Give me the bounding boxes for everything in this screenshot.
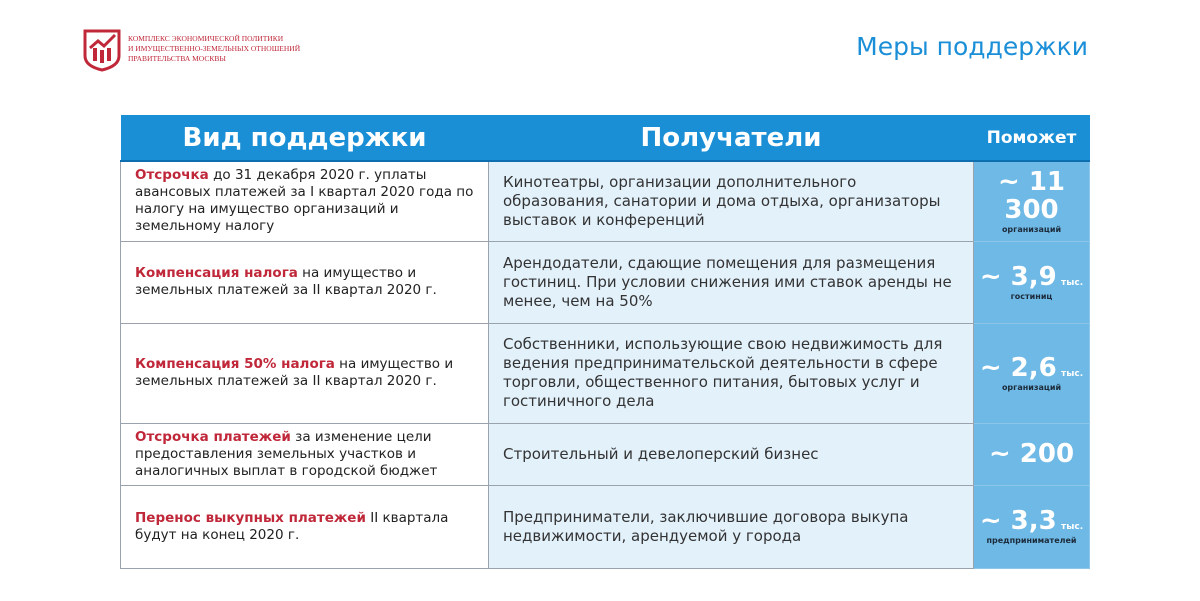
support-type-cell: Перенос выкупных платежей II квартала бу… <box>120 484 489 569</box>
impact-unit: тыс. <box>1061 522 1084 532</box>
impact-subject: организаций <box>1001 382 1062 392</box>
impact-unit: тыс. <box>1061 368 1084 379</box>
measure-highlight: Компенсация 50% налога <box>135 356 335 372</box>
impact-subject: предпринимателей <box>986 536 1077 545</box>
impact-subject: гостиниц <box>1010 291 1053 301</box>
recipients-cell: Кинотеатры, организации дополнительного … <box>488 160 974 242</box>
logo: Комплекс экономической политики и имущес… <box>82 28 300 72</box>
support-measures-table: Вид поддержки Получатели Поможет Отсрочк… <box>120 115 1090 569</box>
support-type-cell: Компенсация 50% налога на имущество и зе… <box>120 322 489 424</box>
measure-description: за изменение цели предоставления земельн… <box>135 428 438 479</box>
logo-emblem-icon <box>83 29 121 72</box>
recipients-cell: Собственники, использующие свою недвижим… <box>488 322 974 424</box>
logo-line: Правительства Москвы <box>128 54 226 63</box>
impact-cell: ~ 3,3 тыс. предпринимателей <box>973 484 1090 569</box>
impact-number: ~ 11 300 <box>997 166 1066 225</box>
table-row: Отсрочка до 31 декабря 2020 г. уплаты ав… <box>120 160 1090 242</box>
recipients-cell: Предприниматели, заключившие договора вы… <box>488 484 974 569</box>
table-header: Вид поддержки Получатели Поможет <box>120 115 1090 162</box>
impact-number: ~ 2,6 <box>979 352 1057 383</box>
measure-description: на имущество и земельных платежей за II … <box>135 356 454 389</box>
logo-line: и имущественно-земельных отношений <box>128 44 301 53</box>
measure-highlight: Компенсация налога <box>135 265 298 281</box>
impact-number: ~ 200 <box>988 438 1075 469</box>
table-row: Компенсация налога на имущество и земель… <box>120 240 1090 324</box>
table-row: Компенсация 50% налога на имущество и зе… <box>120 322 1090 424</box>
impact-subject: организаций <box>1001 224 1062 234</box>
measure-description: на имущество и земельных платежей за II … <box>135 265 437 298</box>
header-support-type: Вид поддержки <box>120 115 489 162</box>
measure-highlight: Перенос выкупных платежей <box>135 509 366 526</box>
support-type-cell: Отсрочка платежей за изменение цели пред… <box>120 422 489 486</box>
impact-cell: ~ 11 300 организаций <box>973 160 1090 242</box>
recipients-cell: Строительный и девелоперский бизнес <box>488 422 974 486</box>
page-title: Меры поддержки <box>856 32 1088 61</box>
measure-highlight: Отсрочка <box>135 167 209 184</box>
impact-unit: тыс. <box>1061 277 1084 288</box>
measure-description: II квартала будут на конец 2020 г. <box>135 509 449 543</box>
header-recipients: Получатели <box>488 115 974 162</box>
support-type-cell: Компенсация налога на имущество и земель… <box>120 240 489 324</box>
logo-text: Комплекс экономической политики и имущес… <box>128 34 300 64</box>
impact-number: ~ 3,9 <box>979 261 1057 292</box>
impact-number: ~ 3,3 <box>979 506 1057 536</box>
table-row: Перенос выкупных платежей II квартала бу… <box>120 484 1090 569</box>
impact-cell: ~ 3,9 тыс. гостиниц <box>973 240 1090 324</box>
impact-cell: ~ 2,6 тыс. организаций <box>973 322 1090 424</box>
impact-cell: ~ 200 <box>973 422 1090 486</box>
support-type-cell: Отсрочка до 31 декабря 2020 г. уплаты ав… <box>120 160 489 242</box>
logo-line: Комплекс экономической политики <box>128 34 284 43</box>
recipients-cell: Арендодатели, сдающие помещения для разм… <box>488 240 974 324</box>
header-impact: Поможет <box>973 115 1090 162</box>
table-row: Отсрочка платежей за изменение цели пред… <box>120 422 1090 486</box>
measure-description: до 31 декабря 2020 г. уплаты авансовых п… <box>135 167 474 235</box>
measure-highlight: Отсрочка платежей <box>135 428 291 445</box>
